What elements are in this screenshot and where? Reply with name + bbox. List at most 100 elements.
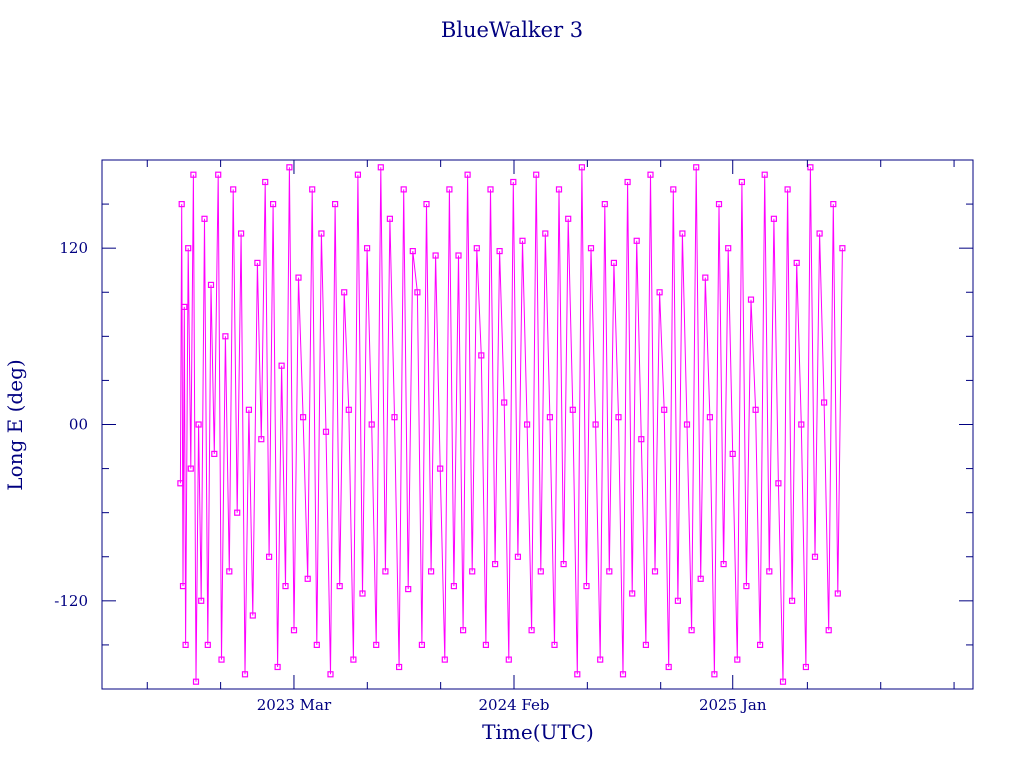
data-point xyxy=(322,428,330,435)
data-point xyxy=(211,450,218,457)
data-point xyxy=(816,230,823,237)
data-point xyxy=(496,248,503,255)
data-point xyxy=(615,414,622,421)
data-point xyxy=(784,186,791,193)
data-point xyxy=(825,627,832,634)
data-point xyxy=(441,656,448,663)
data-point xyxy=(418,641,425,649)
y-tick-label: -120 xyxy=(54,592,88,610)
data-point xyxy=(734,656,741,663)
data-point xyxy=(295,274,302,281)
data-point xyxy=(179,582,187,590)
data-point xyxy=(574,671,581,678)
data-point xyxy=(537,568,544,575)
x-tick-label: 2024 Feb xyxy=(478,696,549,714)
data-point xyxy=(706,414,714,421)
data-point xyxy=(519,237,526,244)
data-point xyxy=(697,575,704,582)
data-point xyxy=(400,186,407,193)
data-point xyxy=(234,509,241,516)
data-point xyxy=(752,406,759,413)
data-point xyxy=(674,597,682,604)
data-point xyxy=(222,333,229,340)
data-point xyxy=(528,627,535,634)
data-point xyxy=(629,590,636,597)
data-point xyxy=(318,230,325,237)
data-point xyxy=(185,245,192,252)
data-point xyxy=(258,436,265,443)
data-point xyxy=(665,663,672,671)
data-point xyxy=(396,663,403,671)
data-point xyxy=(683,421,691,428)
data-point xyxy=(469,568,476,575)
data-point xyxy=(565,215,572,222)
data-point xyxy=(766,568,773,575)
data-point xyxy=(542,230,549,237)
data-point xyxy=(409,248,416,255)
data-point xyxy=(555,186,563,193)
data-point xyxy=(354,171,361,178)
data-point xyxy=(642,641,650,649)
data-point xyxy=(711,671,718,678)
series-layer xyxy=(177,164,846,685)
data-point xyxy=(341,289,348,296)
data-point xyxy=(756,641,764,649)
x-tick-label: 2025 Jan xyxy=(699,696,767,714)
data-point xyxy=(414,289,421,296)
data-point xyxy=(226,568,233,575)
data-point xyxy=(423,201,430,208)
data-point xyxy=(192,678,200,685)
data-point xyxy=(619,671,627,678)
data-point xyxy=(510,178,517,186)
data-point xyxy=(182,641,189,649)
data-point xyxy=(633,237,640,244)
data-point xyxy=(725,245,732,252)
data-point xyxy=(386,215,393,222)
data-point xyxy=(606,568,613,575)
data-point xyxy=(802,663,810,671)
data-point xyxy=(610,259,618,266)
data-point xyxy=(215,171,222,178)
data-point xyxy=(178,201,185,208)
series-line xyxy=(179,167,843,682)
data-point xyxy=(446,186,453,193)
data-point xyxy=(693,164,700,171)
data-point xyxy=(432,252,439,259)
data-point xyxy=(638,436,645,443)
data-point xyxy=(601,201,608,208)
data-point xyxy=(656,289,663,296)
data-point xyxy=(715,201,723,208)
data-point xyxy=(460,627,467,634)
data-point xyxy=(309,186,316,193)
data-point xyxy=(834,590,841,597)
data-point xyxy=(533,171,540,178)
data-point xyxy=(514,553,522,560)
data-point xyxy=(492,560,499,568)
data-point xyxy=(743,582,750,590)
data-point xyxy=(270,201,277,208)
data-point xyxy=(218,656,225,663)
data-point xyxy=(546,414,554,421)
data-point xyxy=(464,171,471,178)
data-point xyxy=(775,480,782,487)
data-point xyxy=(788,597,796,604)
data-point xyxy=(428,568,435,575)
x-axis-label: Time(UTC) xyxy=(482,720,594,744)
data-point xyxy=(274,663,281,671)
data-point xyxy=(195,421,202,428)
data-point xyxy=(688,627,695,634)
data-point xyxy=(204,641,211,649)
data-point xyxy=(830,201,837,208)
data-point xyxy=(313,641,320,649)
data-point xyxy=(254,259,261,266)
data-point xyxy=(286,164,293,171)
data-point xyxy=(647,171,654,178)
data-point xyxy=(300,414,307,421)
data-point xyxy=(364,245,371,252)
data-point xyxy=(583,582,590,590)
data-point xyxy=(336,582,343,590)
data-point xyxy=(624,178,631,186)
data-point xyxy=(245,406,252,413)
data-point xyxy=(382,568,389,575)
